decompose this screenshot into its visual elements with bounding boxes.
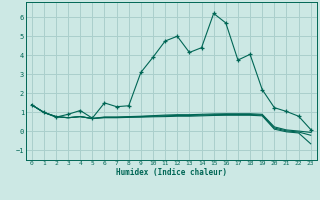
X-axis label: Humidex (Indice chaleur): Humidex (Indice chaleur) xyxy=(116,168,227,177)
